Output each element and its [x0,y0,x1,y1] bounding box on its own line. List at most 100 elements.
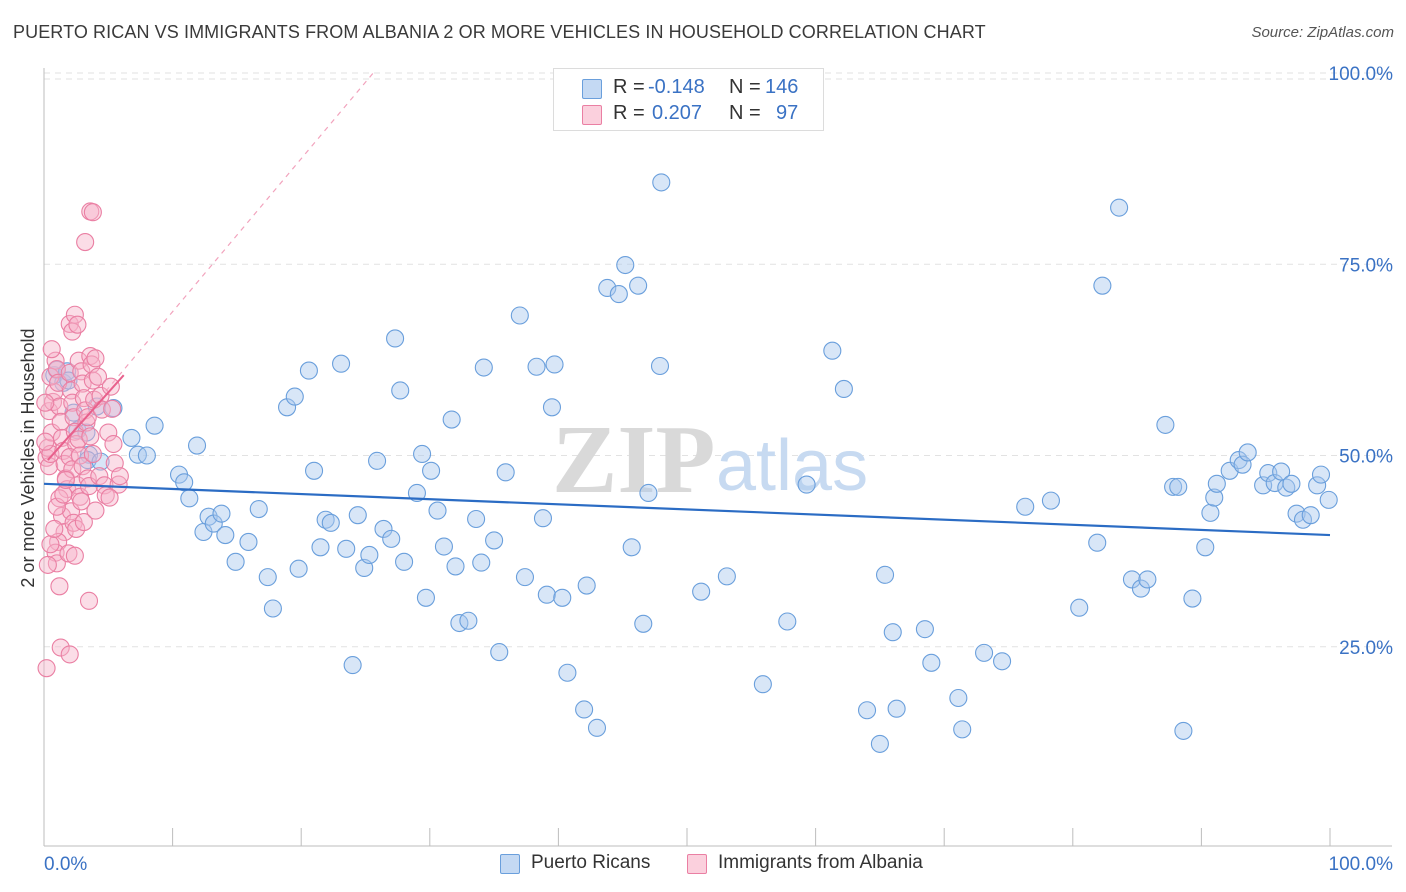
albania-point [88,367,108,386]
albania-point [50,577,69,596]
puerto-rican-point [1138,570,1157,589]
puerto-rican-point [474,358,493,377]
puerto-rican-point [1169,477,1188,496]
puerto-rican-point [537,585,556,604]
albania-point [69,430,88,449]
r-value: 0.207 [652,102,703,124]
puerto-rican-point [285,387,304,406]
albania-point [68,315,87,334]
legend-swatch-albania [687,854,707,874]
puerto-rican-point [413,444,432,464]
puerto-rican-point [515,568,535,587]
albania-point [42,340,61,359]
albania-point [81,427,100,446]
puerto-rican-point [639,483,658,503]
albania-point [40,402,59,421]
albania-point [76,233,95,252]
puerto-rican-point [883,623,902,642]
n-label: N = [729,102,761,124]
puerto-rican-point [542,398,562,417]
puerto-rican-point [374,519,393,538]
puerto-rican-point [368,451,387,470]
puerto-rican-point [1041,491,1060,510]
puerto-rican-point [1016,497,1035,516]
albania-point [60,645,79,664]
puerto-rican-point [1156,415,1175,434]
r-value: -0.148 [648,76,705,98]
puerto-rican-point [332,354,351,373]
puerto-rican-point [558,663,577,682]
puerto-rican-point [1282,474,1301,493]
puerto-rican-point [1238,443,1257,462]
puerto-rican-point [91,452,110,471]
albania-point [38,555,57,574]
puerto-rican-point [263,599,282,618]
albania-point [54,485,73,504]
albania-point [103,399,122,418]
watermark-zip: ZIP [552,406,715,514]
puerto-rican-point [442,410,461,429]
puerto-rican-point [305,461,324,480]
puerto-rican-point [616,255,635,275]
albania-point [74,513,93,532]
puerto-rican-point [391,381,410,400]
puerto-rican-point [1207,474,1226,493]
puerto-rican-point [650,356,670,376]
stats-row-albania: R = 0.207 N = 97 [554,101,823,127]
puerto-rican-point [311,538,330,557]
albania-point [37,659,56,678]
puerto-rican-point [753,675,772,694]
puerto-rican-point [360,545,379,565]
puerto-rican-point [577,576,596,595]
puerto-rican-point [321,513,340,532]
y-tick-label: 75.0% [1339,255,1393,276]
albania-point [99,423,118,442]
legend-label-albania: Immigrants from Albania [718,852,923,873]
n-value: 146 [765,76,799,98]
albania-point [45,519,64,538]
puerto-rican-point [289,559,308,578]
albania-point [47,554,66,573]
puerto-rican-point [1319,490,1338,509]
albania-point [43,392,63,412]
albania-point [91,386,110,405]
puerto-rican-point [834,379,853,398]
puerto-rican-point [797,475,816,494]
series-puerto-ricans [45,173,1338,753]
watermark-atlas: atlas [716,426,868,506]
puerto-rican-point [1174,721,1193,740]
puerto-rican-point [553,588,572,607]
albania-point [100,488,119,507]
puerto-rican-point [434,537,453,556]
albania-point [67,519,86,538]
puerto-rican-point [692,582,711,601]
axes [43,68,1392,847]
swatch-albania [582,105,602,125]
puerto-rican-point [1308,476,1327,495]
puerto-rican-point [993,652,1012,671]
albania-point [36,432,55,451]
puerto-rican-point [587,718,607,737]
trend-lines [43,374,1331,537]
n-label: N = [729,76,761,98]
r-label: R = [613,76,645,98]
puerto-rican-point [395,552,414,571]
n-value: 97 [776,102,799,124]
puerto-rican-point [1131,579,1151,598]
puerto-rican-point [137,446,156,465]
puerto-rican-point [446,557,465,576]
stats-legend: R = -0.148 N = 146 R = 0.207 N = 97 [553,68,824,131]
puerto-rican-point [258,568,277,587]
puerto-rican-point [467,509,486,529]
puerto-rican-point [575,700,594,719]
puerto-rican-point [386,329,405,348]
albania-point [78,469,97,488]
x-tick-labels: 0.0% 100.0% [44,854,1393,875]
chart-title: PUERTO RICAN VS IMMIGRANTS FROM ALBANIA … [13,22,986,42]
puerto-rican-point [778,612,797,631]
puerto-rican-point [1110,198,1129,217]
grid-lines [44,72,1392,648]
albania-point [101,377,120,396]
puerto-rican-point [249,499,268,519]
